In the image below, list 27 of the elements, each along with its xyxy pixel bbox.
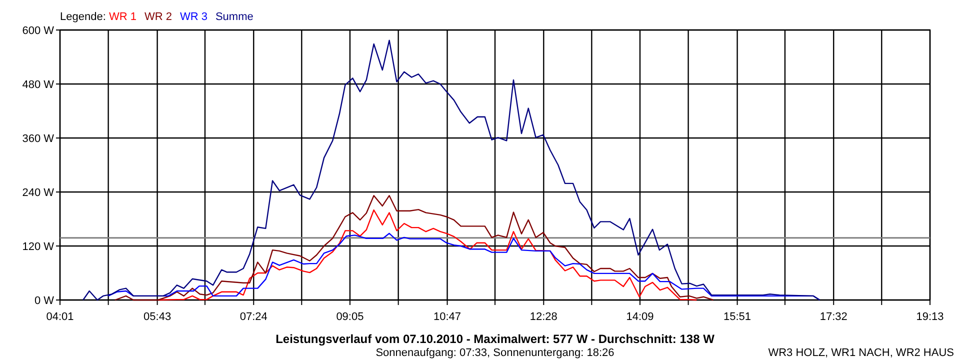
line-series (82, 40, 820, 301)
text: Leistungsverlauf vom 07.10.2010 - Maximalwert: 577 W - Durchschnitt: 138 W (276, 332, 716, 346)
x-tick-label: 15:51 (724, 311, 752, 323)
text: WR3 HOLZ, WR1 NACH, WR2 HAUS (768, 347, 954, 359)
text: WR 2 (144, 11, 172, 23)
legend-title: Legende: (60, 11, 109, 23)
text: WR 3 (180, 11, 208, 23)
x-tick-label: 07:24 (240, 311, 268, 323)
y-tick-label: 120 W (22, 241, 55, 253)
x-tick-label: 09:05 (336, 311, 364, 323)
line-series (114, 195, 714, 301)
x-tick-label: 10:47 (434, 311, 462, 323)
y-tick-label: 240 W (22, 187, 55, 199)
text: Summe (215, 11, 254, 23)
x-tick-label: 12:28 (530, 311, 558, 323)
text: WR 1 (108, 11, 136, 23)
line-series (157, 209, 698, 301)
y-tick-label: 360 W (22, 133, 55, 145)
y-tick-label: 600 W (22, 25, 55, 37)
text: Sonnenaufgang: 07:33, Sonnenuntergang: 18:26 (376, 347, 614, 359)
y-tick-label: 480 W (22, 79, 55, 91)
x-tick-label: 05:43 (144, 311, 172, 323)
x-tick-label: 19:13 (916, 311, 944, 323)
x-tick-label: 04:01 (46, 311, 74, 323)
x-tick-label: 14:09 (626, 311, 654, 323)
x-tick-label: 17:32 (820, 311, 848, 323)
y-tick-label: 0 W (34, 295, 55, 307)
